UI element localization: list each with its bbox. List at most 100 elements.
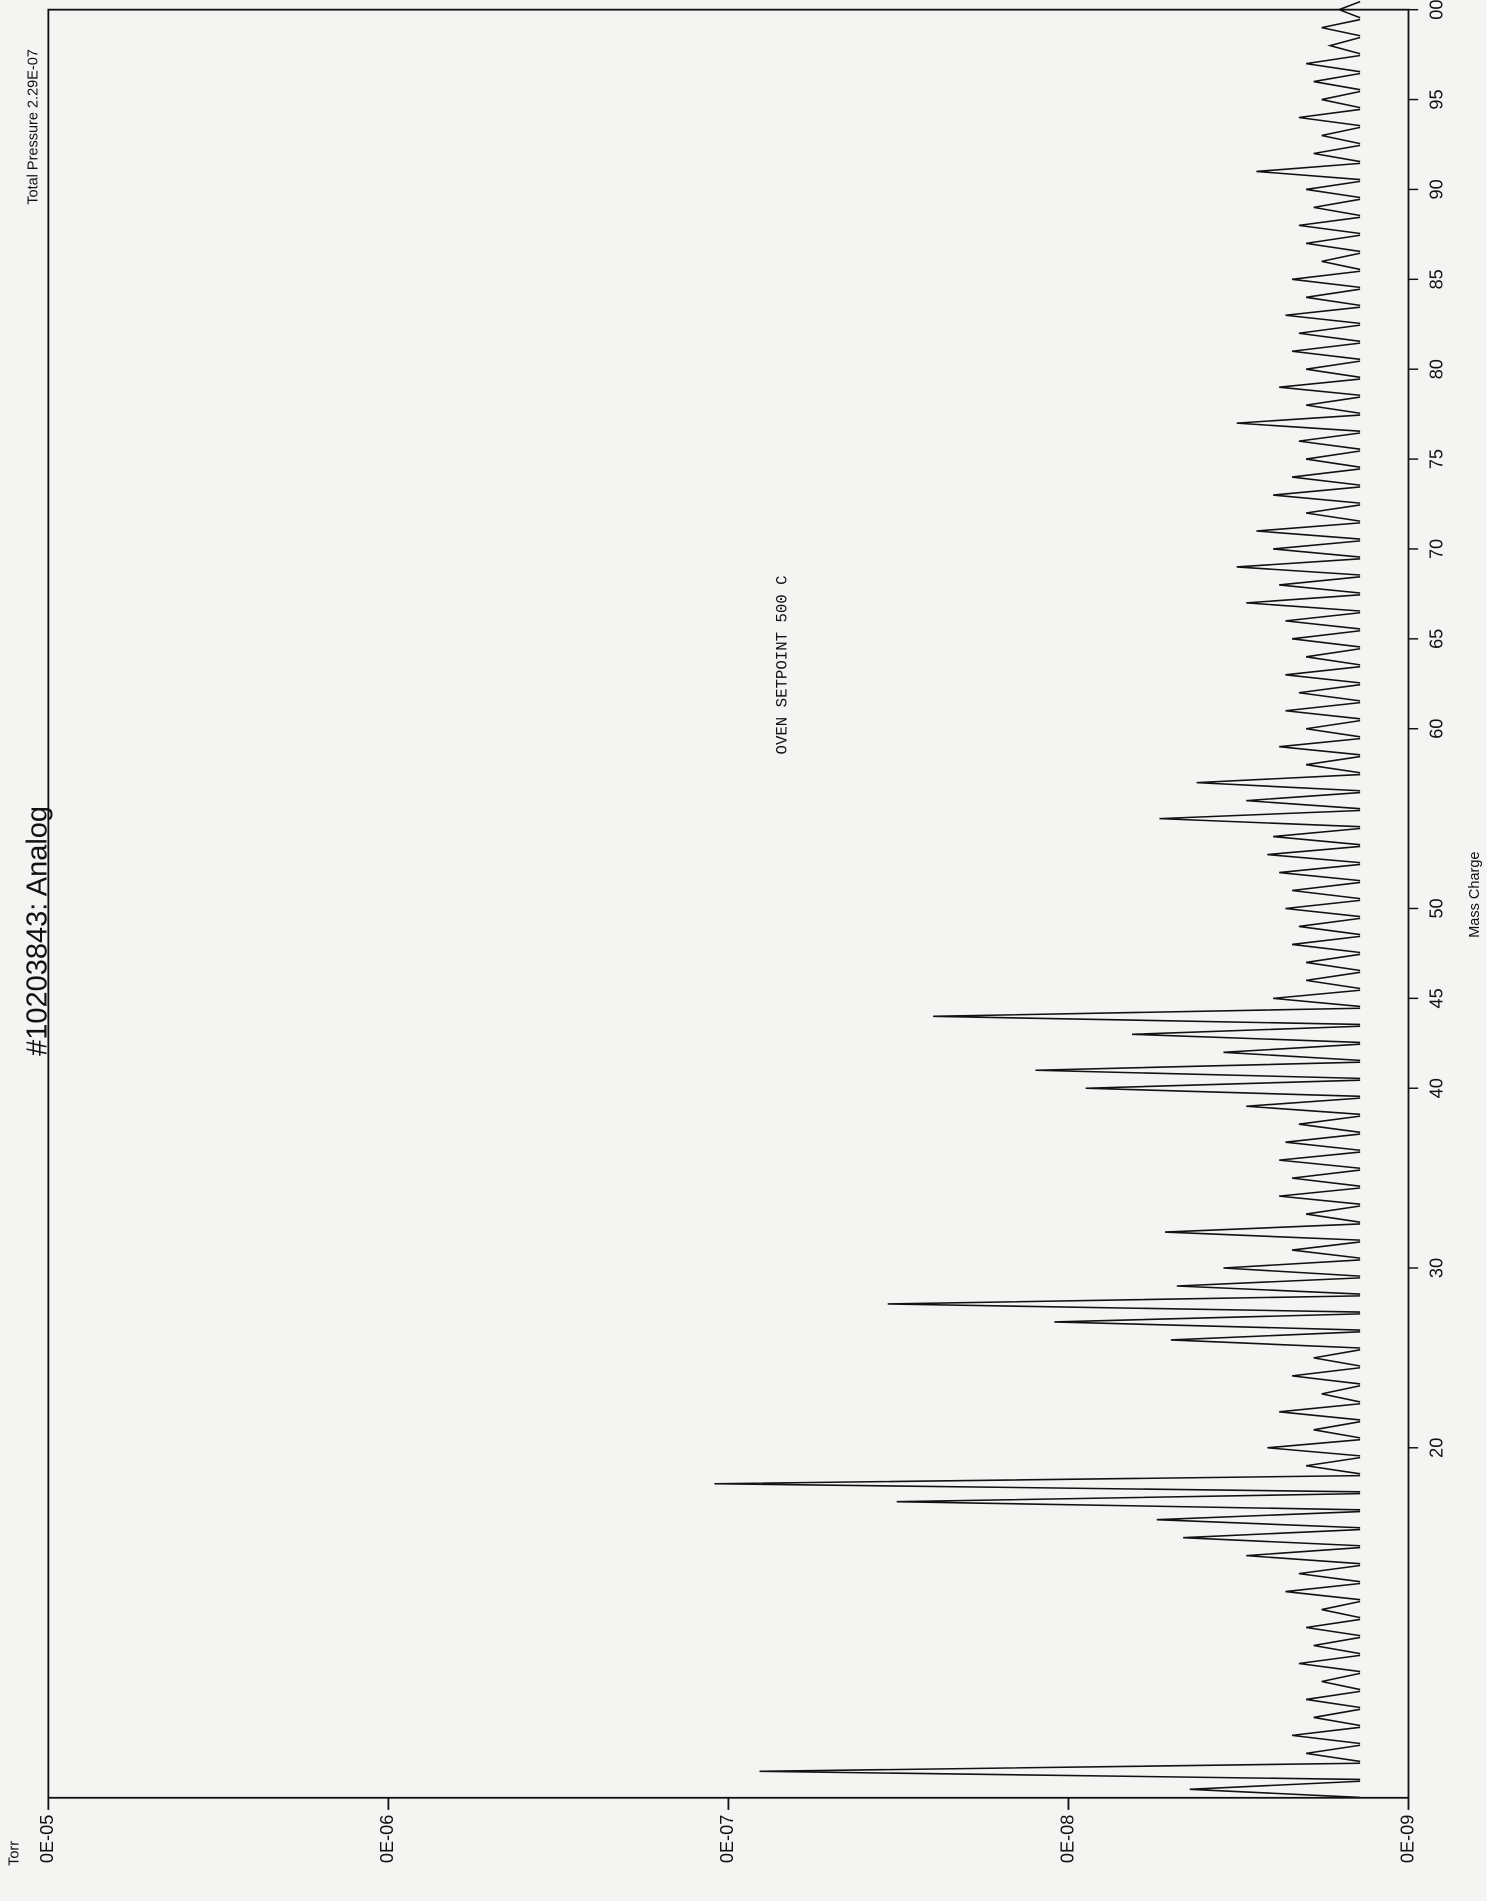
peak	[1223, 1043, 1361, 1062]
peak	[1291, 1726, 1361, 1745]
total-pressure: Total Pressure 2.29E-07	[26, 49, 42, 205]
peak	[1236, 558, 1361, 576]
peak	[1298, 1564, 1361, 1583]
peak	[1306, 953, 1361, 972]
peak	[1313, 72, 1361, 91]
y-tick-label: 0E-07	[717, 1815, 737, 1863]
peak	[714, 1474, 1361, 1493]
peak	[1267, 845, 1361, 864]
peak	[1298, 216, 1361, 235]
peak	[1279, 1402, 1361, 1421]
peak	[1189, 1780, 1361, 1799]
peak	[1279, 1187, 1361, 1205]
chart-title: #10203843: Analog	[21, 806, 53, 1056]
y-tick-label: 0E-09	[1397, 1815, 1417, 1863]
peak	[1267, 1438, 1361, 1457]
peak	[1273, 486, 1361, 504]
x-tick-label: 00	[1426, 0, 1446, 20]
peak	[1132, 1025, 1361, 1044]
peak	[1285, 899, 1361, 918]
peak	[1306, 450, 1361, 468]
x-axis-label: Mass Charge	[1467, 852, 1483, 938]
peak	[1291, 342, 1361, 361]
peak	[1054, 1313, 1361, 1331]
peak	[1256, 522, 1361, 540]
peak	[887, 1295, 1361, 1313]
y-tick-label: 0E-06	[377, 1815, 397, 1863]
y-unit: Torr	[6, 1841, 22, 1866]
peak	[1321, 18, 1361, 37]
y-tick-label: 0E-05	[37, 1815, 57, 1863]
peak	[1273, 540, 1361, 558]
peak	[1246, 791, 1361, 810]
peak	[1306, 1205, 1361, 1223]
peak	[1306, 180, 1361, 199]
peak	[1279, 863, 1361, 882]
x-tick-label: 90	[1426, 179, 1446, 199]
peak	[1306, 288, 1361, 307]
peak	[1298, 1654, 1361, 1673]
peak	[1306, 647, 1361, 666]
peak	[1285, 1582, 1361, 1601]
x-tick-label: 80	[1426, 359, 1446, 379]
peak	[1291, 1366, 1361, 1385]
peak	[1246, 594, 1361, 612]
x-tick-label: 60	[1426, 719, 1446, 739]
x-tick-label: 45	[1426, 988, 1446, 1008]
peak	[1313, 198, 1361, 217]
peak	[1306, 360, 1361, 379]
plot-area: #10203843: Analog Total Pressure 2.29E-0…	[6, 0, 1482, 1866]
peak	[1313, 1708, 1361, 1727]
peak	[1285, 1133, 1361, 1152]
peak	[1223, 1259, 1361, 1277]
peak	[1313, 1349, 1361, 1367]
peak	[1085, 1079, 1361, 1098]
x-tick-label: 30	[1426, 1258, 1446, 1278]
peak	[1285, 665, 1361, 684]
peak	[1321, 1600, 1361, 1619]
peak	[1285, 611, 1361, 630]
peak	[1279, 576, 1361, 594]
peak	[1170, 1331, 1361, 1349]
peak	[1298, 432, 1361, 450]
peak	[1321, 1384, 1361, 1403]
peak	[1306, 396, 1361, 415]
x-tick-label: 95	[1426, 89, 1446, 109]
peak	[1291, 881, 1361, 900]
peak	[1313, 144, 1361, 163]
peak	[1306, 1690, 1361, 1709]
peak	[1298, 917, 1361, 936]
peak	[1291, 629, 1361, 648]
peak	[1236, 414, 1361, 432]
peak	[1156, 1510, 1361, 1529]
peak	[1306, 1618, 1361, 1637]
peak	[1306, 504, 1361, 522]
x-tick-label: 50	[1426, 898, 1446, 918]
peak	[1291, 935, 1361, 954]
peak	[1321, 126, 1361, 145]
x-tick-label: 75	[1426, 449, 1446, 469]
peak	[1327, 36, 1361, 55]
peak	[1159, 809, 1361, 828]
peak	[1336, 0, 1361, 19]
peak	[1279, 737, 1361, 756]
peak	[1298, 1115, 1361, 1134]
peak	[1298, 108, 1361, 127]
peak	[1298, 324, 1361, 343]
peak	[1279, 1151, 1361, 1170]
x-tick-label: 40	[1426, 1078, 1446, 1098]
peak	[1313, 1420, 1361, 1439]
peak	[1291, 270, 1361, 289]
peak	[1176, 1277, 1361, 1295]
peak	[1285, 306, 1361, 325]
peak	[1321, 252, 1361, 271]
peak	[1306, 54, 1361, 73]
peak	[1246, 1097, 1361, 1116]
peak	[1273, 827, 1361, 846]
peak	[933, 1007, 1361, 1026]
peak	[1306, 1744, 1361, 1763]
peak	[1306, 971, 1361, 990]
y-tick-label: 0E-08	[1057, 1815, 1077, 1863]
